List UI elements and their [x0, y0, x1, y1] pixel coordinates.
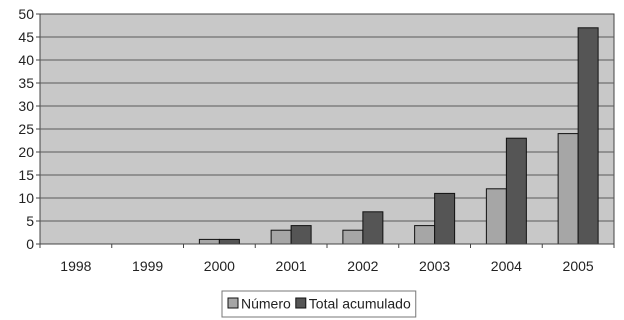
- legend: Número Total acumulado: [221, 290, 417, 318]
- bar-total-acumulado: [577, 27, 599, 245]
- bar-numero: [485, 188, 507, 245]
- x-tick-label: 2003: [419, 258, 450, 274]
- y-tick-label: 0: [26, 236, 34, 252]
- x-tick-label: 2004: [491, 258, 522, 274]
- bar-total-acumulado: [505, 137, 527, 245]
- bar-numero: [198, 238, 220, 245]
- x-tick-label: 2000: [204, 258, 235, 274]
- x-tick-label: 1999: [132, 258, 163, 274]
- x-tick-label: 2002: [347, 258, 378, 274]
- bar-numero: [557, 133, 579, 245]
- bar-numero: [414, 225, 436, 245]
- y-tick-label: 25: [18, 121, 34, 137]
- legend-label: Total acumulado: [309, 296, 411, 312]
- legend-label: Número: [241, 296, 291, 312]
- legend-swatch: [227, 297, 239, 309]
- bar-total-acumulado: [434, 192, 456, 245]
- bar-total-acumulado: [218, 238, 240, 245]
- bar-total-acumulado: [290, 225, 312, 245]
- x-tick-label: 1998: [60, 258, 91, 274]
- y-tick-label: 50: [18, 6, 34, 22]
- y-tick-label: 5: [26, 213, 34, 229]
- y-tick-label: 40: [18, 52, 34, 68]
- y-tick-label: 20: [18, 144, 34, 160]
- x-tick-label: 2005: [563, 258, 594, 274]
- y-axis: 0 5 10 15 20 25 30 35 40 45 50: [18, 6, 40, 252]
- legend-box: [221, 290, 417, 318]
- x-axis: 1998 1999 2000 2001 2002 2003 2004 2005: [39, 243, 615, 274]
- y-tick-label: 30: [18, 98, 34, 114]
- bar-total-acumulado: [362, 211, 384, 245]
- bar-numero: [270, 229, 292, 245]
- bars: [198, 27, 599, 245]
- y-tick-label: 15: [18, 167, 34, 183]
- y-tick-label: 35: [18, 75, 34, 91]
- bar-numero: [342, 229, 364, 245]
- x-tick-label: 2001: [276, 258, 307, 274]
- y-tick-label: 45: [18, 29, 34, 45]
- legend-swatch: [295, 297, 307, 309]
- y-tick-label: 10: [18, 190, 34, 206]
